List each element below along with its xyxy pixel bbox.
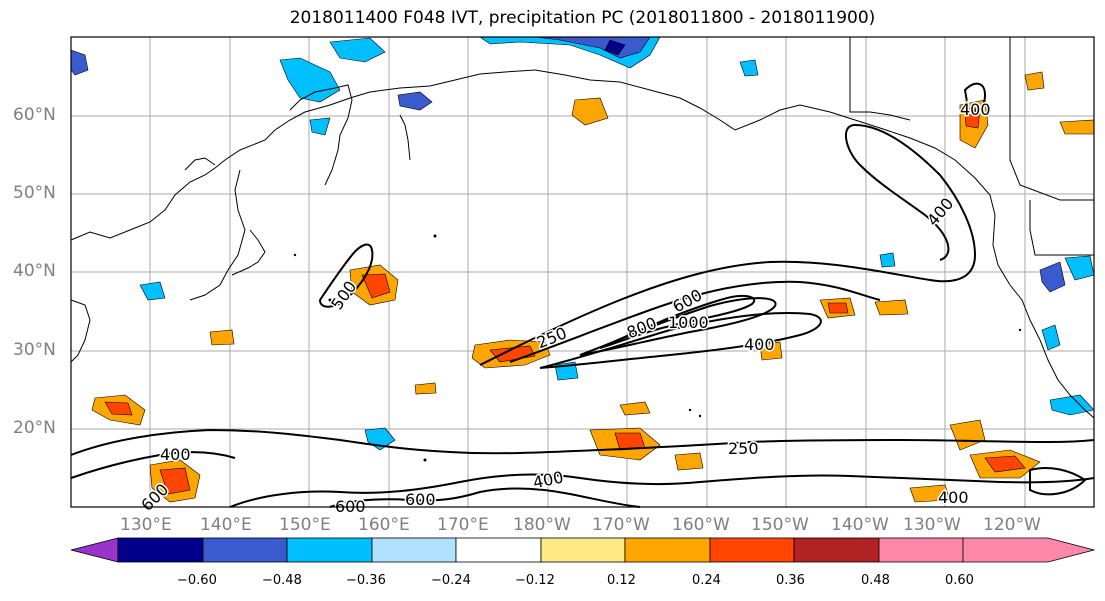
map-frame bbox=[70, 36, 1095, 508]
colorbar-tick-label: −0.36 bbox=[346, 573, 386, 588]
contour-label: 400 bbox=[960, 100, 991, 119]
colorbar-tick-label: −0.24 bbox=[431, 573, 471, 588]
colorbar-tick-label: 0.48 bbox=[861, 573, 890, 588]
lon-label: 140°W bbox=[831, 515, 889, 535]
contour-label: 600 bbox=[405, 490, 436, 509]
lon-label: 140°E bbox=[200, 515, 252, 535]
lon-label: 150°E bbox=[279, 515, 331, 535]
plot-title: 2018011400 F048 IVT, precipitation PC (2… bbox=[289, 8, 876, 28]
colorbar bbox=[70, 537, 1096, 563]
lat-label: 60°N bbox=[13, 105, 56, 125]
lat-label: 20°N bbox=[13, 418, 56, 438]
lon-label: 170°E bbox=[437, 515, 489, 535]
colorbar-segment bbox=[371, 537, 457, 563]
colorbar-tick-label: −0.48 bbox=[262, 573, 302, 588]
contour-label: 400 bbox=[938, 488, 969, 507]
lat-label: 30°N bbox=[13, 340, 56, 360]
lon-label: 130°E bbox=[120, 515, 172, 535]
colorbar-tick-label: −0.12 bbox=[515, 573, 555, 588]
colorbar-tick-label: 0.60 bbox=[945, 573, 974, 588]
colorbar-segment bbox=[540, 537, 626, 563]
lat-label: 40°N bbox=[13, 261, 56, 281]
precip-negative-regions bbox=[70, 36, 1095, 451]
lon-label: 170°W bbox=[592, 515, 650, 535]
contour-label: 250 bbox=[728, 439, 759, 458]
colorbar-extend-low bbox=[70, 537, 119, 563]
colorbar-segment bbox=[624, 537, 711, 563]
colorbar-tick-label: 0.36 bbox=[776, 573, 805, 588]
coastlines bbox=[70, 37, 1095, 419]
islands bbox=[293, 234, 1022, 462]
lon-label: 180°W bbox=[513, 515, 571, 535]
colorbar-segment bbox=[455, 537, 542, 563]
lon-label: 150°W bbox=[751, 515, 809, 535]
colorbar-segment bbox=[709, 537, 795, 563]
colorbar-tick-label: 0.12 bbox=[607, 573, 636, 588]
precip-positive-regions bbox=[91, 71, 1095, 503]
colorbar-segment bbox=[202, 537, 288, 563]
colorbar-segment bbox=[878, 537, 964, 563]
colorbar-extend-high bbox=[962, 537, 1096, 563]
lon-label: 160°E bbox=[358, 515, 410, 535]
colorbar-segment bbox=[286, 537, 373, 563]
ivt-contours bbox=[70, 82, 1095, 508]
colorbar-segment bbox=[117, 537, 204, 563]
contour-label: 400 bbox=[744, 335, 775, 354]
contour-label: 400 bbox=[160, 445, 191, 464]
lon-label: 120°W bbox=[983, 515, 1041, 535]
lon-label: 130°W bbox=[903, 515, 961, 535]
colorbar-segment bbox=[793, 537, 880, 563]
contour-label: 1000 bbox=[668, 313, 709, 332]
colorbar-tick-label: 0.24 bbox=[692, 573, 721, 588]
lon-label: 160°W bbox=[672, 515, 730, 535]
colorbar-tick-label: −0.60 bbox=[177, 573, 217, 588]
lat-label: 50°N bbox=[13, 183, 56, 203]
